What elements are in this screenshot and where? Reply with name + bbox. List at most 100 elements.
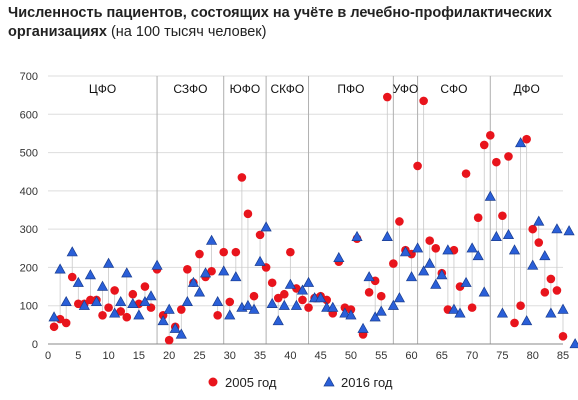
point-2016 <box>181 295 193 307</box>
point-2016 <box>539 250 551 261</box>
point-2005 <box>492 157 501 167</box>
point-2016 <box>127 297 139 308</box>
point-2016 <box>484 190 496 201</box>
point-2016 <box>157 315 169 326</box>
point-2016 <box>508 244 521 255</box>
point-2016 <box>496 307 509 318</box>
point-2005 <box>122 312 132 322</box>
region-label: ЦФО <box>89 82 116 96</box>
point-2016 <box>442 244 454 255</box>
point-2016 <box>533 215 545 226</box>
point-2016 <box>66 246 78 257</box>
point-2005 <box>298 295 307 305</box>
region-label: СФО <box>440 82 467 96</box>
point-2005 <box>213 310 222 320</box>
point-2016 <box>169 322 181 333</box>
x-tick-label: 30 <box>224 350 236 362</box>
point-2016 <box>387 299 399 310</box>
point-2005 <box>498 211 507 221</box>
x-tick-label: 5 <box>75 350 81 362</box>
x-tick-label: 65 <box>436 350 448 362</box>
point-2005 <box>243 209 253 219</box>
point-2005 <box>98 310 107 320</box>
point-2016 <box>502 228 515 240</box>
point-2005 <box>413 161 422 171</box>
x-tick-label: 15 <box>133 350 145 362</box>
point-2005 <box>425 236 435 245</box>
point-2005 <box>110 286 119 295</box>
point-2016 <box>254 255 266 266</box>
point-2005 <box>376 291 386 301</box>
x-tick-label: 10 <box>102 350 114 362</box>
y-tick-label: 600 <box>20 109 38 121</box>
region-label: УФО <box>393 82 419 96</box>
point-2016 <box>175 328 187 339</box>
point-2005 <box>73 299 83 309</box>
point-2005 <box>164 335 174 345</box>
point-2016 <box>242 299 254 310</box>
point-2005 <box>231 247 241 257</box>
point-2016 <box>527 259 539 270</box>
point-2005 <box>389 259 398 268</box>
y-tick-label: 300 <box>20 224 38 236</box>
point-2016 <box>563 225 575 236</box>
point-2005 <box>364 288 374 297</box>
x-tick-label: 70 <box>466 350 478 362</box>
point-2005 <box>249 291 259 301</box>
x-tick-label: 75 <box>496 350 508 362</box>
point-2005 <box>504 152 513 161</box>
region-label: ЮФО <box>230 82 261 96</box>
point-2016 <box>472 250 484 261</box>
point-2005 <box>207 266 216 276</box>
point-2016 <box>405 271 418 282</box>
point-2005 <box>104 303 113 312</box>
x-tick-label: 45 <box>315 350 327 362</box>
region-labels: ЦФО СЗФО ЮФО СКФО ПФО УФО СФО ДФО <box>89 82 540 96</box>
chart-title: Численность пациентов, состоящих на учёт… <box>8 4 573 42</box>
point-2016 <box>393 292 406 303</box>
point-2016 <box>163 303 175 314</box>
x-tick-label: 25 <box>193 350 205 362</box>
point-2005 <box>473 213 483 222</box>
point-2016 <box>302 276 315 287</box>
x-tick-label: 50 <box>345 350 357 362</box>
point-2016 <box>266 297 278 308</box>
point-2005 <box>479 140 489 150</box>
point-2005 <box>286 247 295 257</box>
point-2016 <box>96 280 109 291</box>
point-2016 <box>139 295 151 307</box>
y-tick-label: 200 <box>20 262 38 274</box>
y-tick-label: 100 <box>20 301 38 313</box>
point-2016 <box>296 284 309 295</box>
point-2016 <box>145 290 157 301</box>
x-tick-label: 60 <box>405 350 417 362</box>
x-tick-label: 55 <box>375 350 387 362</box>
point-2016 <box>212 295 224 307</box>
point-2005 <box>534 238 544 247</box>
point-2005 <box>516 301 525 311</box>
point-2016 <box>460 276 472 287</box>
point-2016 <box>466 242 478 253</box>
point-2005 <box>183 265 192 274</box>
point-2005 <box>431 243 441 253</box>
point-2016 <box>339 307 351 318</box>
point-2005 <box>382 92 392 102</box>
point-2005 <box>419 96 428 106</box>
point-2016 <box>224 309 236 320</box>
point-2016 <box>545 307 557 318</box>
point-2005 <box>176 305 186 314</box>
region-label: ДФО <box>513 82 539 96</box>
point-2016 <box>72 276 84 287</box>
point-2016 <box>121 267 133 278</box>
x-tick-label: 85 <box>557 350 569 362</box>
legend-label-2005: 2005 год <box>225 375 277 390</box>
point-2016 <box>115 295 127 307</box>
point-2016 <box>260 221 272 232</box>
point-2005 <box>510 318 519 328</box>
point-2016 <box>248 303 260 314</box>
region-label: СКФО <box>270 82 304 96</box>
point-2016 <box>327 301 339 312</box>
point-2016 <box>48 311 60 322</box>
point-2005 <box>304 303 313 312</box>
